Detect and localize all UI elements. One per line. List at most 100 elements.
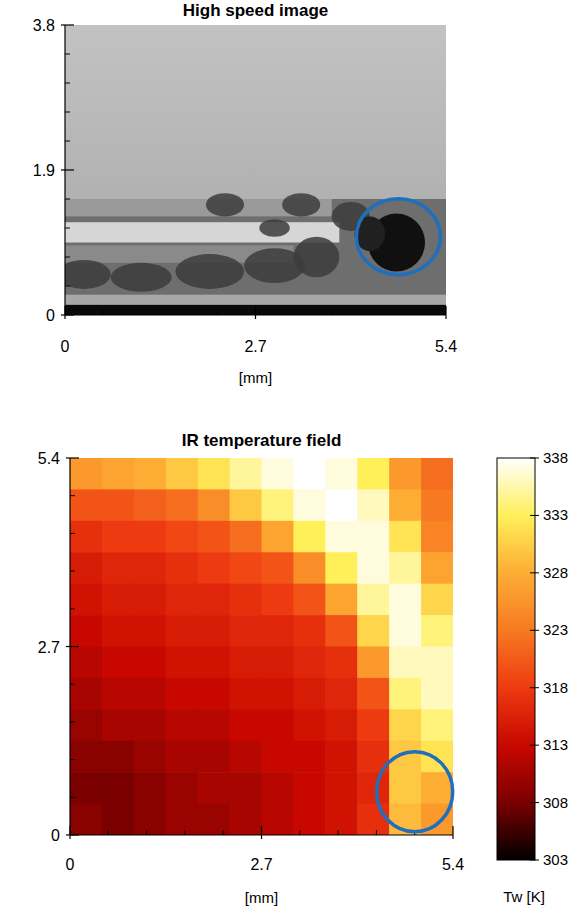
heat-cell: [389, 678, 422, 710]
y-tick: [61, 314, 74, 315]
heat-cell: [198, 615, 231, 647]
colorbar-tick: [530, 687, 539, 688]
minor-tick: [65, 228, 70, 229]
bubble: [294, 237, 340, 278]
heat-cell: [357, 709, 390, 741]
heat-cell: [262, 615, 295, 647]
heat-cell: [198, 584, 231, 616]
colorbar-tick: [530, 515, 539, 516]
heat-cell: [421, 709, 453, 741]
heat-cell: [357, 804, 390, 835]
heat-cell: [262, 521, 295, 553]
minor-tick: [70, 495, 75, 496]
minor-tick: [65, 83, 70, 84]
heat-cell: [70, 678, 103, 710]
heat-cell: [421, 584, 453, 616]
x-tick: [255, 306, 256, 319]
heat-cell: [102, 521, 135, 553]
panel-title: IR temperature field: [182, 431, 342, 450]
heat-cell: [134, 615, 167, 647]
heat-cell: [325, 584, 358, 616]
heat-cell: [230, 772, 263, 804]
heat-cell: [102, 584, 135, 616]
x-tick-label: 0: [61, 338, 70, 355]
heat-cell: [70, 615, 103, 647]
y-tick-label: 3.8: [33, 17, 55, 34]
heat-cell: [166, 647, 199, 679]
heat-cell: [230, 741, 263, 773]
heat-cell: [230, 678, 263, 710]
bubble: [259, 219, 289, 236]
heat-cell: [230, 458, 263, 490]
minor-tick: [65, 199, 70, 200]
heat-cell: [230, 584, 263, 616]
heat-cell: [421, 552, 453, 584]
heat-cell: [325, 647, 358, 679]
colorbar-scale: [497, 458, 535, 860]
heat-cell: [357, 772, 390, 804]
colorbar-tick: [530, 802, 539, 803]
y-tick-label: 2.7: [38, 639, 60, 656]
x-tick-label: 0: [66, 856, 75, 873]
colorbar-tick-label: 303: [543, 851, 568, 868]
heat-cell: [70, 804, 103, 835]
x-tick-label: 2.7: [250, 856, 272, 873]
heat-cell: [102, 647, 135, 679]
heat-cell: [166, 615, 199, 647]
heat-cell: [166, 584, 199, 616]
heat-cell: [325, 615, 358, 647]
heat-cell: [357, 521, 390, 553]
heat-cell: [325, 521, 358, 553]
y-tick-label: 1.9: [33, 162, 55, 179]
colorbar-tick-label: 333: [543, 506, 568, 523]
heat-cell: [293, 647, 326, 679]
heat-cell: [421, 647, 453, 679]
heat-cell: [262, 741, 295, 773]
heat-cell: [293, 489, 326, 521]
heat-cell: [166, 552, 199, 584]
light-streak: [65, 222, 339, 242]
heat-cell: [134, 458, 167, 490]
heat-cell: [102, 458, 135, 490]
bubble: [175, 254, 244, 289]
minor-tick: [70, 759, 75, 760]
heat-cell: [198, 804, 231, 835]
x-tick: [452, 826, 453, 839]
heat-cell: [293, 458, 326, 490]
heat-cell: [421, 772, 453, 804]
heat-cell: [421, 615, 453, 647]
heat-cell: [134, 489, 167, 521]
y-tick: [61, 24, 74, 25]
colorbar-tick-label: 308: [543, 794, 568, 811]
heat-cell: [357, 552, 390, 584]
x-tick-label: 5.4: [442, 856, 464, 873]
y-tick-label: 0: [51, 827, 60, 844]
bubble: [111, 263, 172, 292]
heat-cell: [198, 741, 231, 773]
colorbar-title: Tw [K]: [503, 888, 545, 905]
heat-cell: [102, 489, 135, 521]
heat-cell: [230, 552, 263, 584]
heat-cell: [70, 741, 103, 773]
figure: 02.75.401.93.8[mm]High speed image02.75.…: [0, 0, 584, 924]
x-tick: [69, 826, 70, 839]
minor-tick: [179, 310, 180, 315]
heat-cell: [389, 709, 422, 741]
heat-cell: [134, 772, 167, 804]
minor-tick: [65, 286, 70, 287]
heat-cell: [293, 772, 326, 804]
heat-cell: [70, 709, 103, 741]
y-tick: [66, 457, 79, 458]
x-axis-title: [mm]: [245, 889, 278, 906]
minor-tick: [331, 310, 332, 315]
cells: [70, 458, 453, 835]
x-tick: [445, 306, 446, 319]
minor-tick: [65, 112, 70, 113]
heat-cell: [293, 615, 326, 647]
heat-cell: [198, 647, 231, 679]
heat-cell: [198, 489, 231, 521]
heat-cell: [102, 772, 135, 804]
heat-cell: [166, 521, 199, 553]
heat-cell: [166, 458, 199, 490]
heat-cell: [70, 647, 103, 679]
